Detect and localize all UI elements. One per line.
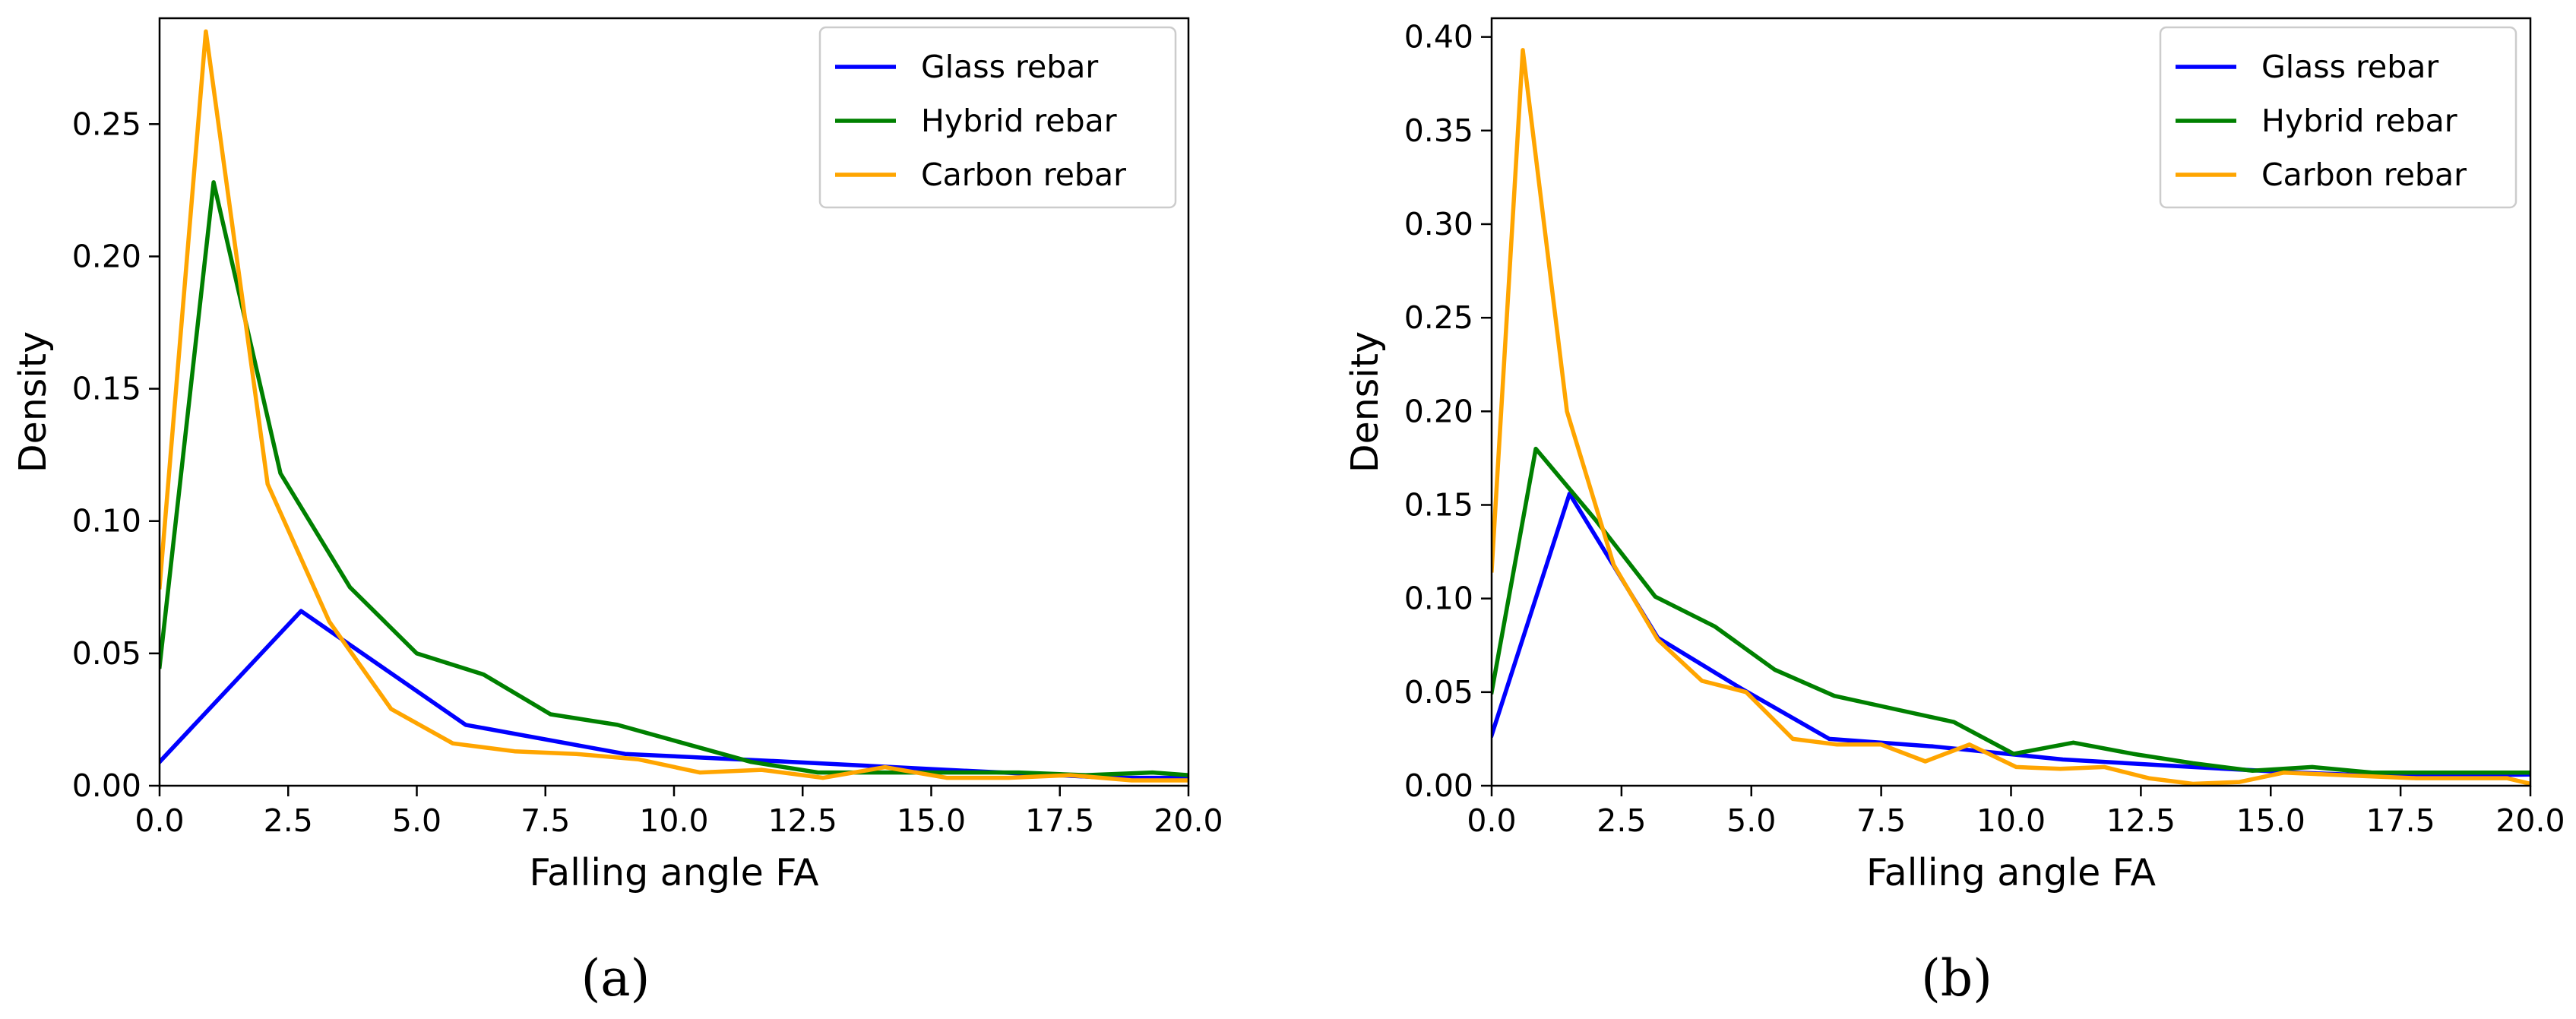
chart-b-x-axis-label: Falling angle FA [1866, 851, 2156, 894]
chart-b-series-hybrid-rebar-line [1492, 446, 2530, 775]
chart-a-series-group [160, 29, 1188, 783]
chart-b-x-tick-label: 20.0 [2495, 802, 2565, 839]
chart-a-y-axis-label: Density [11, 331, 55, 473]
chart-a-x-tick-label: 17.5 [1025, 802, 1094, 839]
chart-b-series-group [1492, 48, 2530, 786]
chart-a-x-tick-label: 15.0 [897, 802, 966, 839]
chart-b-panel-label: (b) [1921, 949, 1992, 1008]
chart-a-y-tick-label: 0.00 [72, 767, 141, 804]
chart-b-x-tick-label: 12.5 [2106, 802, 2176, 839]
chart-b-x-tick-label: 0.0 [1467, 802, 1516, 839]
chart-b-series-carbon-rebar-line [1492, 48, 2530, 786]
chart-b-legend-label-carbon-rebar: Carbon rebar [2261, 157, 2467, 193]
chart-a-x-tick-label: 0.0 [134, 802, 184, 839]
chart-b: 0.0 2.5 5.0 7.5 10.0 12.5 15.0 17.5 20.0 0.00 0.05… [1343, 17, 2565, 1008]
chart-a-panel-label: (a) [581, 949, 650, 1008]
chart-a-y-tick-label: 0.20 [72, 238, 141, 274]
chart-a-legend: Glass rebar Hybrid rebar Carbon rebar [818, 26, 1177, 209]
chart-a-y-tick-label: 0.15 [72, 371, 141, 407]
chart-b-y-tick-label: 0.30 [1404, 206, 1473, 242]
chart-b-x-tick-label: 17.5 [2366, 802, 2435, 839]
chart-a-series-carbon-rebar-line [160, 29, 1188, 783]
chart-a-x-tick-label: 12.5 [768, 802, 837, 839]
chart-a-legend-label-carbon-rebar: Carbon rebar [921, 157, 1126, 193]
chart-b-legend-label-glass-rebar: Glass rebar [2261, 49, 2438, 85]
chart-a-x-tick-label: 5.0 [392, 802, 441, 839]
chart-a-x-tick-label: 2.5 [264, 802, 313, 839]
chart-b-legend-label-hybrid-rebar: Hybrid rebar [2261, 103, 2457, 139]
chart-b-y-tick-label: 0.10 [1404, 581, 1473, 617]
chart-b-x-tick-label: 15.0 [2236, 802, 2305, 839]
chart-b-y-tick-label: 0.25 [1404, 299, 1473, 336]
chart-a-x-tick-label: 10.0 [639, 802, 708, 839]
chart-a-series-hybrid-rebar-line [160, 180, 1188, 777]
chart-b-x-tick-label: 5.0 [1726, 802, 1776, 839]
chart-a-x-axis-label: Falling angle FA [529, 851, 818, 894]
chart-b-y-tick-label: 0.20 [1404, 393, 1473, 429]
chart-b-y-tick-label: 0.15 [1404, 486, 1473, 523]
chart-a-x-tick-label: 7.5 [521, 802, 570, 839]
chart-a: 0.0 2.5 5.0 7.5 10.0 12.5 15.0 17.5 20.0 0.00 0.05… [11, 17, 1223, 1008]
chart-a-y-tick-label: 0.05 [72, 635, 141, 672]
chart-a-legend-label-glass-rebar: Glass rebar [921, 49, 1098, 85]
chart-b-x-tick-label: 2.5 [1597, 802, 1646, 839]
chart-a-y-tick-label: 0.25 [72, 106, 141, 142]
chart-a-legend-box [818, 26, 1177, 209]
chart-b-y-axis-label: Density [1343, 331, 1387, 473]
chart-a-y-tick-label: 0.10 [72, 503, 141, 540]
chart-a-x-tick-label: 20.0 [1154, 802, 1223, 839]
chart-b-legend-box [2159, 26, 2517, 209]
chart-a-legend-label-hybrid-rebar: Hybrid rebar [921, 103, 1117, 139]
chart-b-y-tick-label: 0.35 [1404, 112, 1473, 149]
chart-b-legend: Glass rebar Hybrid rebar Carbon rebar [2159, 26, 2517, 209]
chart-b-y-tick-label: 0.05 [1404, 674, 1473, 710]
chart-b-y-tick-label: 0.40 [1404, 19, 1473, 55]
chart-b-y-tick-label: 0.00 [1404, 767, 1473, 804]
chart-b-x-tick-label: 7.5 [1856, 802, 1906, 839]
chart-b-x-tick-label: 10.0 [1976, 802, 2046, 839]
